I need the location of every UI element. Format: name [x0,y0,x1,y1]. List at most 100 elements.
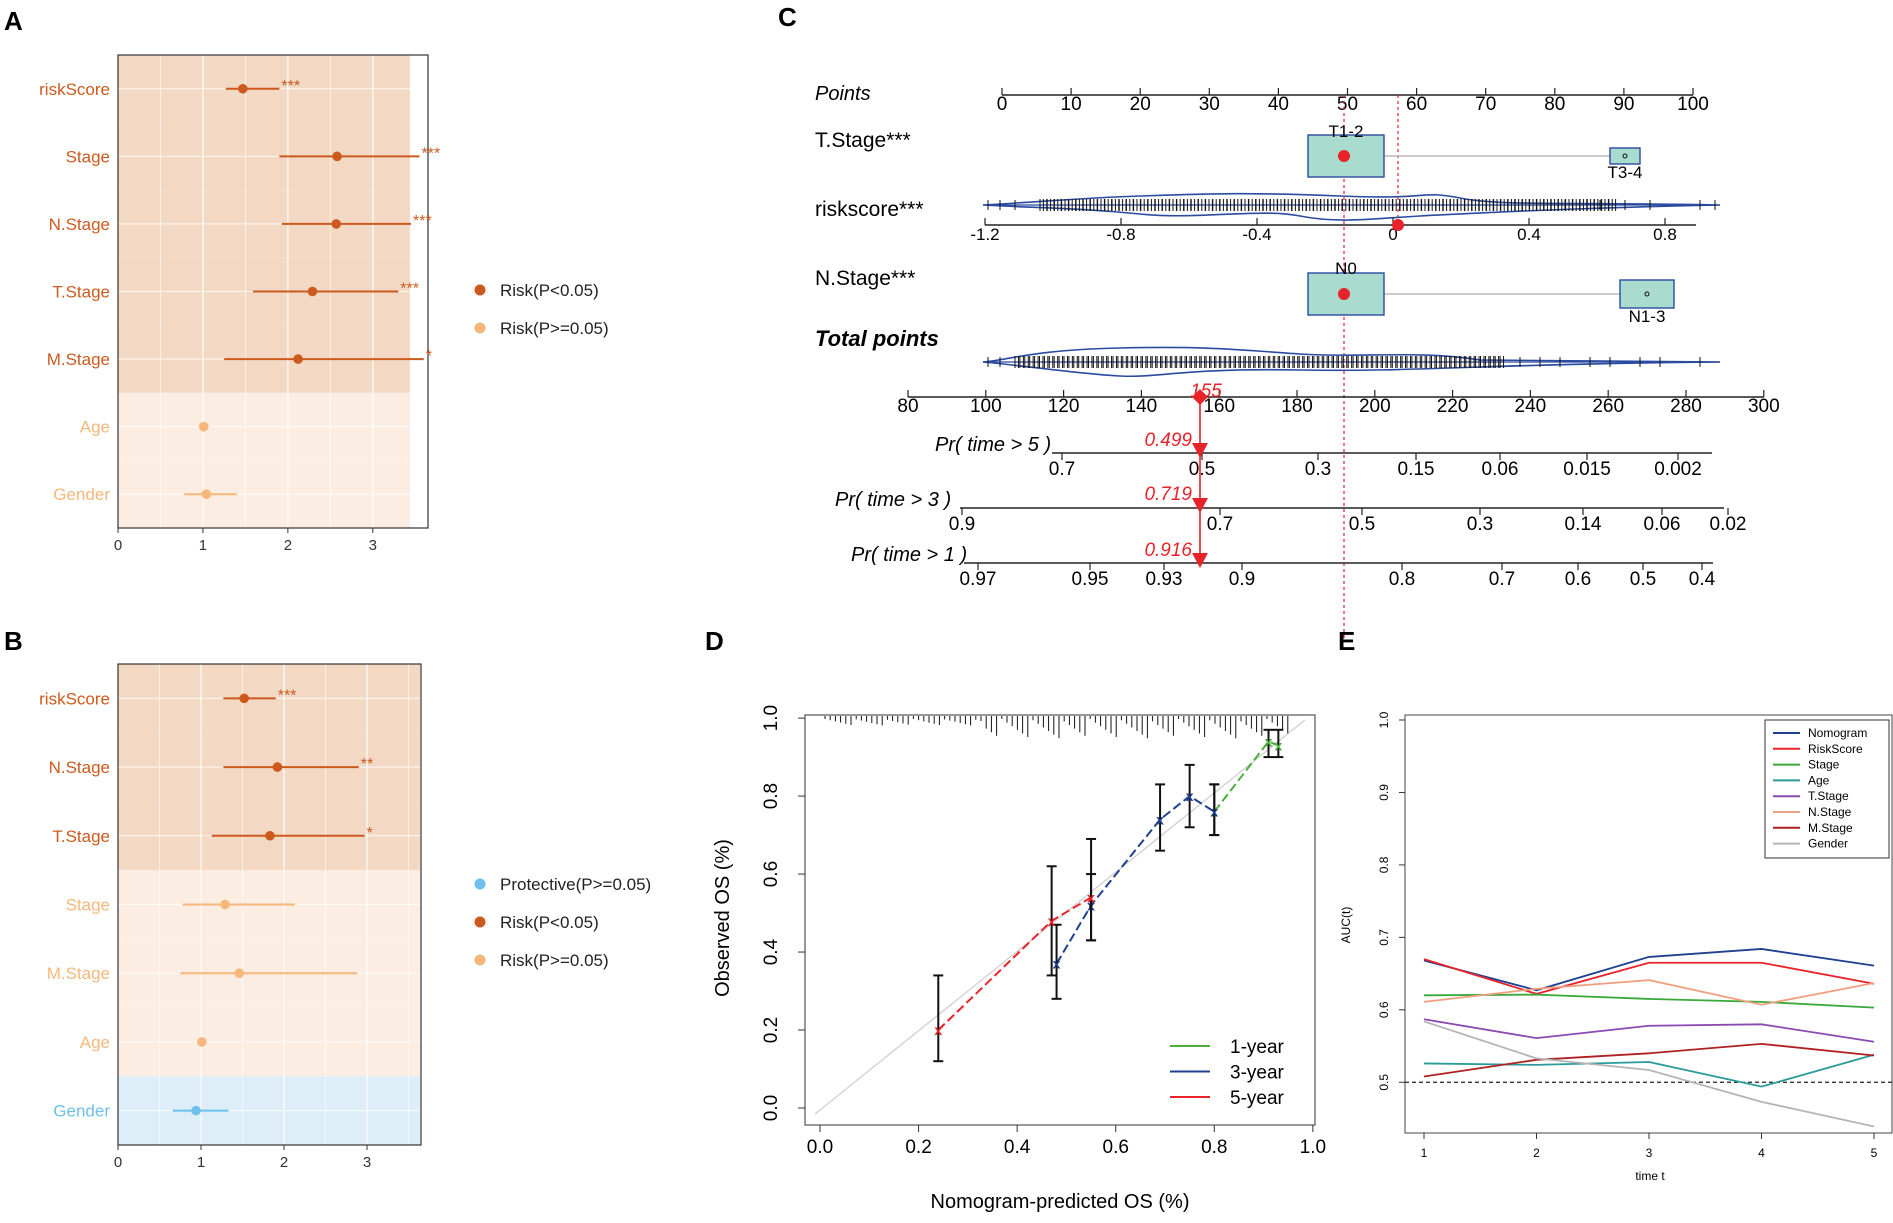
legend-label: T.Stage [1808,789,1849,803]
prob-tick-label: 0.7 [1489,569,1515,590]
x-tick-label: 1 [197,1154,205,1171]
x-axis-title: time t [1635,1169,1665,1183]
prob-tick-label: 0.95 [1072,569,1109,590]
series-line [937,896,1092,1031]
riskscore-tick-label: -1.2 [970,225,999,244]
prob-marker [1192,553,1208,568]
panel-e-letter: E [1338,626,1355,656]
prob-value: 0.499 [1144,430,1192,451]
legend-label: Risk(P<0.05) [500,281,599,300]
total-tick-label: 140 [1126,396,1158,417]
x-tick-label: 0.0 [807,1137,833,1158]
points-tick-label: 60 [1406,94,1427,115]
category-median [1622,153,1628,159]
nstage-level: N0 [1335,259,1357,278]
nstage-label: N.Stage*** [815,267,915,290]
prob-tick-label: 0.06 [1644,514,1681,535]
total-tick-label: 200 [1359,396,1391,417]
significance-mark: *** [400,281,419,298]
nstage-point [1338,288,1350,300]
prob-tick-label: 0.5 [1189,459,1215,480]
calibration-point: x [934,1022,942,1038]
x-tick-label: 0 [114,537,122,554]
legend-label: Age [1808,773,1830,787]
points-tick-label: 20 [1130,94,1151,115]
hr-point [220,899,230,910]
x-tick-label: 0.8 [1201,1137,1227,1158]
prob-tick-label: 0.9 [1229,569,1255,590]
legend-box [1764,719,1890,859]
hr-point [293,354,303,364]
row-label: T.Stage [52,827,110,846]
prob-tick-label: 0.015 [1563,459,1611,480]
points-tick-label: 70 [1475,94,1496,115]
row-label: Gender [53,1102,110,1121]
legend-label: Nomogram [1808,726,1867,740]
legend-label: Stage [1808,758,1840,772]
significance-mark: ** [361,756,373,773]
y-tick-label: 1.0 [761,705,782,731]
row-label: M.Stage [47,350,110,369]
y-tick-label: 0.6 [1377,1001,1391,1018]
total-tick-label: 100 [970,396,1002,417]
category-median [1644,291,1650,297]
significance-mark: *** [413,213,432,230]
points-tick-label: 0 [997,94,1008,115]
total-tick-label: 280 [1670,396,1702,417]
hr-point [265,830,275,841]
nstage-level: N1-3 [1629,307,1666,326]
panel-d-calibration: xxxxxxxxxxx0.00.20.40.60.81.00.00.20.40.… [712,705,1326,1213]
row-label: riskScore [39,689,110,708]
legend-dot [474,322,486,334]
legend-label: Risk(P>=0.05) [500,319,609,338]
plot-frame [117,54,429,529]
riskscore-tick-label: 0.4 [1517,225,1541,244]
prob-tick-label: 0.9 [949,514,975,535]
legend-label: 5-year [1230,1088,1285,1109]
prob-tick-label: 0.8 [1389,569,1415,590]
prob-label: Pr( time > 5 ) [935,434,1051,456]
points-tick-label: 90 [1613,94,1634,115]
total-tick-label: 300 [1748,396,1780,417]
prob-tick-label: 0.6 [1565,569,1591,590]
significance-mark: *** [281,78,300,95]
calibration-point: x [1210,804,1218,820]
prob-tick-label: 0.97 [960,569,997,590]
calibration-point: x [1048,913,1056,929]
panel-a-forest: riskScore ***Stage ***N.Stage ***T.Stage ***… [39,54,609,554]
category-box [1609,147,1641,165]
prob-tick-label: 0.4 [1689,569,1716,590]
legend-label: 3-year [1230,1063,1285,1084]
legend-dot [474,916,486,928]
x-tick-label: 3 [363,1154,371,1171]
legend-dot [474,954,486,966]
prob-label: Pr( time > 1 ) [851,544,967,566]
prob-tick-label: 0.3 [1467,514,1493,535]
y-tick-label: 0.2 [761,1017,782,1043]
legend-label: M.Stage [1808,821,1853,835]
auc-line [1423,1018,1875,1043]
calibration-point: x [1053,956,1061,972]
riskscore-tick-label: 0.8 [1653,225,1677,244]
panel-c-nomogram: Points 0 10 20 30 40 50 60 70 80 90 100 T.Stage*** T1… [815,83,1780,640]
legend-label: Gender [1808,837,1848,851]
points-label: Points [815,83,871,105]
row-label: Age [80,1033,110,1052]
prob-tick-label: 0.15 [1398,459,1435,480]
row-label: T.Stage [52,283,110,302]
x-tick-label: 0.6 [1103,1137,1129,1158]
legend-label: RiskScore [1808,742,1863,756]
panel-a-letter: A [4,6,23,36]
hr-point [331,219,342,229]
x-tick-label: 1.0 [1300,1137,1326,1158]
y-tick-label: 0.8 [761,783,782,809]
hr-point [201,489,212,500]
significance-mark: * [426,348,432,365]
total-tick-label: 260 [1592,396,1624,417]
total-marker [1192,389,1208,405]
auc-line [1423,1042,1875,1078]
riskscore-label: riskscore*** [815,198,924,221]
row-label: Age [80,418,110,437]
row-label: Gender [53,485,110,504]
x-tick-label: 0 [114,1154,122,1171]
